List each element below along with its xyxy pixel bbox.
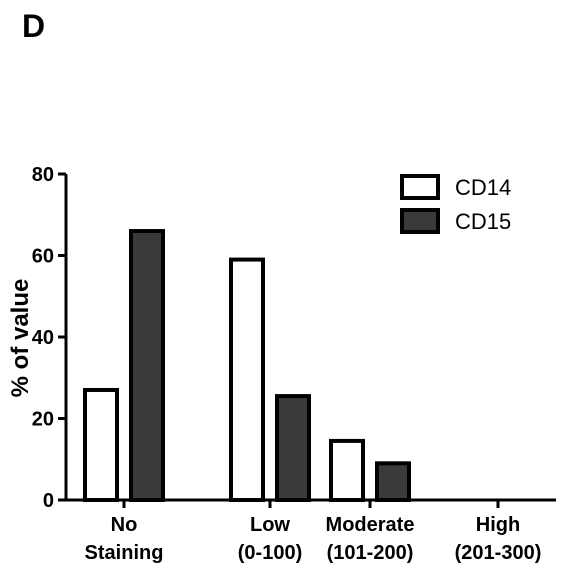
bars [83, 229, 411, 503]
x-tick-label: No [111, 514, 138, 536]
x-tick-labels: No Staining Low (0-100) Moderate (101-200) Hig… [85, 514, 542, 564]
x-tick-label: Staining [85, 542, 164, 564]
bar-cd15-2 [375, 461, 411, 503]
legend-label-cd15: CD15 [455, 209, 511, 234]
x-tick-label: (0-100) [238, 542, 302, 564]
legend-swatch-cd15 [400, 208, 440, 234]
legend: CD14 CD15 [400, 174, 511, 234]
x-tick-label: High [476, 514, 520, 536]
y-tick-label: 20 [32, 409, 54, 431]
x-tick-label: Low [250, 514, 290, 536]
bar-cd14-2 [329, 438, 365, 503]
y-tick-label: 80 [32, 164, 54, 186]
legend-swatch-cd14 [400, 174, 440, 200]
x-tick-label: Moderate [326, 514, 415, 536]
x-tick-label: (101-200) [327, 542, 414, 564]
bar-cd14-1 [229, 257, 265, 503]
x-tick-label: (201-300) [455, 542, 542, 564]
y-tick-label: 60 [32, 246, 54, 268]
y-tick-label: 40 [32, 327, 54, 349]
y-tick-labels: 0 20 40 60 80 [32, 164, 54, 512]
y-tick-label: 0 [43, 490, 54, 512]
y-axis-label: % of value [7, 279, 34, 398]
bar-cd15-0 [129, 229, 165, 503]
panel-label: D [22, 8, 46, 44]
bar-cd15-1 [275, 394, 311, 502]
bar-cd14-0 [83, 387, 119, 503]
legend-label-cd14: CD14 [455, 175, 511, 200]
